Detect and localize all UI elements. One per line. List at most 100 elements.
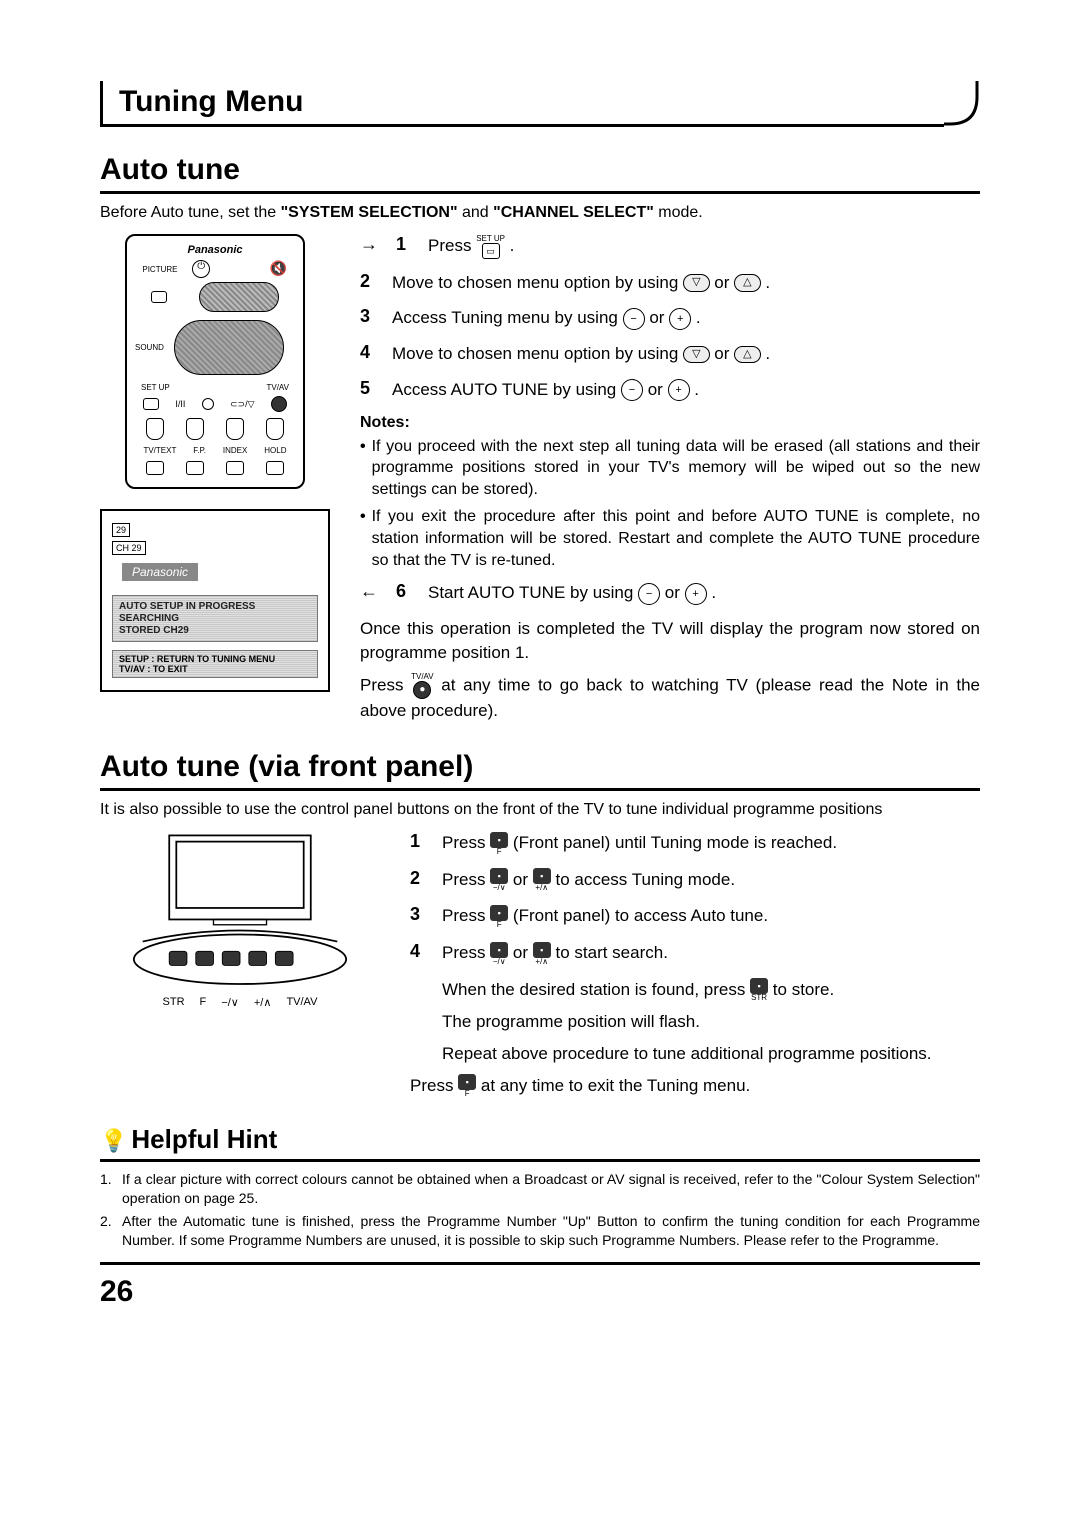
- step-num: 3: [360, 306, 378, 327]
- step-frag: .: [696, 308, 701, 327]
- minus-button-icon: ▪−/∨: [490, 868, 508, 892]
- step-frag: .: [510, 236, 515, 255]
- remote-label-fp: F.P.: [193, 446, 206, 455]
- hint-num: 2.: [100, 1212, 116, 1250]
- plus-button-icon: ▪+/∧: [533, 942, 551, 966]
- tv-status-box: AUTO SETUP IN PROGRESS SEARCHING STORED …: [112, 595, 318, 642]
- step-text: Access Tuning menu by using − or + .: [392, 306, 980, 330]
- arrow-right-icon: →: [360, 234, 378, 255]
- tv-help-line: TV/AV : TO EXIT: [119, 664, 311, 674]
- step-num: 3: [410, 904, 428, 925]
- step-row: 2 Press ▪−/∨ or ▪+/∧ to access Tuning mo…: [410, 868, 980, 893]
- remote-illustration: Panasonic PICTURE ⏻ 🔇 SOUND SET UP TV/AV…: [125, 234, 305, 489]
- step-frag: Access Tuning menu by using: [392, 308, 623, 327]
- step-text: Move to chosen menu option by using ▽ or…: [392, 342, 980, 366]
- tv-status-line: STORED CH29: [119, 625, 311, 636]
- tvav-btn-icon: [271, 396, 287, 412]
- autotune-intro: Before Auto tune, set the "SYSTEM SELECT…: [100, 204, 980, 222]
- frontpanel-intro: It is also possible to use the control p…: [100, 801, 980, 819]
- intro-text: Before Auto tune, set the: [100, 204, 281, 221]
- minus-button-icon: ▪−/∨: [490, 942, 508, 966]
- remote-btn: [151, 291, 167, 303]
- fp-btn-label: +/∧: [254, 996, 272, 1009]
- step-num: 4: [360, 342, 378, 363]
- step-row: 5 Access AUTO TUNE by using − or + .: [360, 378, 980, 402]
- remote-label-hold: HOLD: [264, 446, 286, 455]
- page-number: 26: [100, 1275, 980, 1309]
- power-icon: ⏻: [192, 260, 210, 278]
- remote-brand: Panasonic: [135, 244, 295, 256]
- intro-suffix: mode.: [658, 204, 702, 221]
- lightbulb-icon: 💡: [100, 1128, 127, 1153]
- para-frag: at any time to exit the Tuning menu.: [481, 1076, 750, 1095]
- setup-button-icon: SET UP▭: [476, 235, 505, 259]
- step-text: Press ▪−/∨ or ▪+/∧ to access Tuning mode…: [442, 868, 980, 893]
- hint-num: 1.: [100, 1170, 116, 1208]
- step-row: 4 Press ▪−/∨ or ▪+/∧ to start search.: [410, 941, 980, 966]
- remote-label-sound: SOUND: [135, 343, 164, 352]
- step-frag: .: [694, 380, 699, 399]
- remote-sq-btn: [266, 461, 284, 475]
- hint-text: After the Automatic tune is finished, pr…: [122, 1212, 980, 1250]
- intro-bold1: "SYSTEM SELECTION": [281, 204, 458, 221]
- fp-btn-label: STR: [163, 996, 185, 1009]
- str-button-icon: ▪STR: [750, 978, 768, 1002]
- minus-circ-icon: −: [621, 379, 643, 401]
- step-or: or: [649, 308, 669, 327]
- corner-curve-icon: [944, 81, 980, 127]
- f-button-icon: ▪F: [458, 1074, 476, 1098]
- step-frag: .: [711, 583, 716, 602]
- hints-list: 1.If a clear picture with correct colour…: [100, 1170, 980, 1265]
- step-text: Press ▪F (Front panel) until Tuning mode…: [442, 831, 980, 856]
- note-text: If you proceed with the next step all tu…: [372, 436, 980, 501]
- step-text: Access AUTO TUNE by using − or + .: [392, 378, 980, 402]
- para-frag: Press: [410, 1076, 458, 1095]
- step-frag: to start search.: [556, 943, 668, 962]
- intro-mid: and: [462, 204, 493, 221]
- autotune-heading: Auto tune: [100, 153, 980, 194]
- step-num: 1: [396, 234, 414, 255]
- tv-screen-illustration: 29 CH 29 Panasonic AUTO SETUP IN PROGRES…: [100, 509, 330, 692]
- remote-num-btn: [186, 418, 204, 440]
- step-num: 4: [410, 941, 428, 962]
- intro-bold2: "CHANNEL SELECT": [493, 204, 654, 221]
- step-frag: (Front panel) until Tuning mode is reach…: [513, 833, 837, 852]
- plus-button-icon: ▪+/∧: [533, 868, 551, 892]
- step-frag: Press: [442, 906, 490, 925]
- f-button-icon: ▪F: [490, 905, 508, 929]
- step-frag: Press: [442, 943, 490, 962]
- remote-small-btn: [202, 398, 214, 410]
- tv-brand: Panasonic: [122, 563, 198, 581]
- remote-dpad: [174, 320, 284, 375]
- fp-sub1: When the desired station is found, press…: [442, 978, 980, 1003]
- para-frag: When the desired station is found, press: [442, 980, 750, 999]
- up-pill-icon: △: [734, 274, 760, 291]
- down-pill-icon: ▽: [683, 274, 709, 291]
- step-row: 4 Move to chosen menu option by using ▽ …: [360, 342, 980, 366]
- fp-btn-label: F: [200, 996, 207, 1009]
- para-frag: to store.: [773, 980, 834, 999]
- step-or: or: [665, 583, 685, 602]
- step-or: or: [714, 273, 734, 292]
- tv-status-line: AUTO SETUP IN PROGRESS: [119, 601, 311, 612]
- para-frag: at any time to go back to watching TV (p…: [360, 675, 980, 720]
- frontpanel-steps: 1 Press ▪F (Front panel) until Tuning mo…: [410, 831, 980, 965]
- header-frame: Tuning Menu: [100, 80, 980, 127]
- step-frag: .: [765, 344, 770, 363]
- up-pill-icon: △: [734, 346, 760, 363]
- step-text: Press SET UP▭ .: [428, 234, 980, 259]
- step-text: Move to chosen menu option by using ▽ or…: [392, 271, 980, 295]
- remote-num-btn: [266, 418, 284, 440]
- para-frag: Press: [360, 675, 411, 694]
- note-item: If you exit the procedure after this poi…: [360, 506, 980, 571]
- fp-btn-label: −/∨: [221, 996, 239, 1009]
- hint-text: If a clear picture with correct colours …: [122, 1170, 980, 1208]
- step-row: → 1 Press SET UP▭ .: [360, 234, 980, 259]
- step-frag: Move to chosen menu option by using: [392, 273, 683, 292]
- remote-label-picture: PICTURE: [142, 265, 177, 274]
- step-or: or: [714, 344, 734, 363]
- fp-btn-label: TV/AV: [286, 996, 317, 1009]
- arrow-left-icon: ←: [360, 581, 378, 602]
- note-text: If you exit the procedure after this poi…: [372, 506, 980, 571]
- down-pill-icon: ▽: [683, 346, 709, 363]
